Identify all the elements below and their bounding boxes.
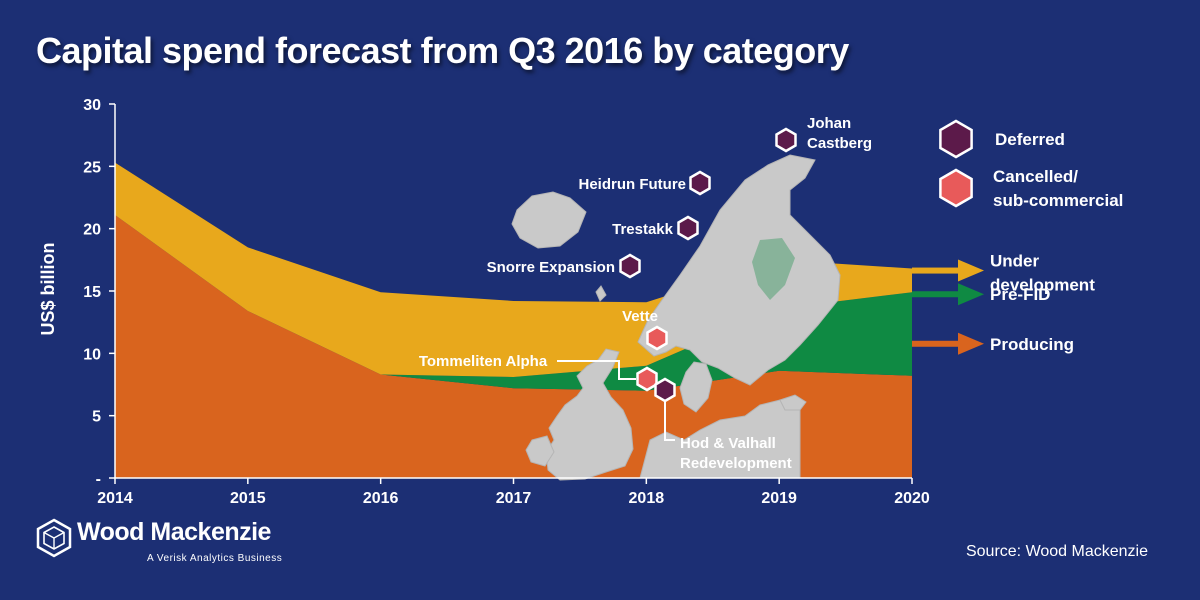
project-label: Tommeliten Alpha xyxy=(419,353,548,370)
x-tick-label: 2017 xyxy=(496,490,532,507)
hexagon-cancelled-icon xyxy=(646,325,668,351)
axes-layer: - 5 10 15 20 25 30 2014 2015 2016 2017 2018 2019 2020… xyxy=(38,97,930,507)
map-iceland xyxy=(511,191,587,249)
project-label-line: Redevelopment xyxy=(680,455,792,472)
project-label-line: Heidrun Future xyxy=(579,176,687,193)
series-label: Pre-FID xyxy=(990,285,1050,304)
x-tick-label: 2014 xyxy=(97,490,133,507)
x-tick-label: 2020 xyxy=(894,490,930,507)
x-tick-label: 2019 xyxy=(761,490,797,507)
brand-name: Wood Mackenzie xyxy=(77,518,271,546)
project-label-line: Johan xyxy=(807,115,851,132)
source-note: Source: Wood Mackenzie xyxy=(965,543,1148,560)
map-great-britain xyxy=(545,348,634,481)
series-arrow-head xyxy=(958,332,984,355)
hexagon-deferred-icon xyxy=(654,377,676,403)
map-ireland xyxy=(525,435,555,467)
y-tick-label: 25 xyxy=(83,159,101,176)
project-label-line: Tommeliten Alpha xyxy=(419,353,548,370)
project-marker-layer: Johan Castberg Heidrun Future Trestakk Snorr… xyxy=(419,115,872,472)
project-label: Snorre Expansion xyxy=(487,259,615,276)
project-label-line: Castberg xyxy=(807,135,872,152)
y-tick-label: 5 xyxy=(92,409,101,426)
series-label-line: Pre-FID xyxy=(990,285,1050,304)
map-baltic-island xyxy=(779,394,807,411)
series-arrow-head xyxy=(958,259,984,282)
y-tick-label: 20 xyxy=(83,222,101,239)
series-arrow-shaft xyxy=(912,291,960,298)
x-tick-label: 2018 xyxy=(629,490,665,507)
hexagon-deferred-icon xyxy=(775,127,797,153)
y-tick-label: 10 xyxy=(83,346,101,363)
y-tick-label: - xyxy=(96,471,101,488)
series-label-line: Under xyxy=(990,252,1040,271)
project-label: Vette xyxy=(622,308,658,325)
hexagon-deferred-icon xyxy=(939,119,973,159)
map-denmark xyxy=(679,361,713,413)
project-label-line: Vette xyxy=(622,308,658,325)
x-tick-label: 2015 xyxy=(230,490,266,507)
hexagon-deferred-icon xyxy=(689,170,711,196)
legend-label-cancelled: Cancelled/sub-commercial xyxy=(993,167,1123,210)
y-axis-title: US$ billion xyxy=(38,242,58,335)
tommeliten-leader-line xyxy=(557,360,636,380)
map-faroe-islands xyxy=(595,285,607,302)
legend-label-cancelled-line: Cancelled/ xyxy=(993,167,1078,186)
legend-label-deferred: Deferred xyxy=(995,130,1065,149)
x-tick-label: 2016 xyxy=(363,490,399,507)
project-label: Heidrun Future xyxy=(579,176,687,193)
project-label-line: Hod & Valhall xyxy=(680,435,776,452)
area-producing xyxy=(115,214,912,478)
north-sea-map xyxy=(511,154,841,481)
hexagon-cancelled-icon xyxy=(939,168,973,208)
project-label: Johan Castberg xyxy=(807,115,872,152)
hexagon-deferred-icon xyxy=(677,215,699,241)
y-tick-label: 15 xyxy=(83,284,101,301)
series-arrow-shaft xyxy=(912,267,960,274)
series-label: Producing xyxy=(990,335,1074,354)
series-arrow-shaft xyxy=(912,340,960,347)
series-arrow-head xyxy=(958,283,984,306)
hod-valhall-leader-line xyxy=(664,402,675,441)
hexagon-cube-logo-icon xyxy=(36,518,72,558)
series-label-line: development xyxy=(990,276,1095,295)
legend: Deferred Cancelled/sub-commercial xyxy=(939,119,1123,210)
legend-label-cancelled-line: sub-commercial xyxy=(993,191,1123,210)
hexagon-cancelled-icon xyxy=(636,366,658,392)
hexagon-deferred-icon xyxy=(619,253,641,279)
chart-title: Capital spend forecast from Q3 2016 by c… xyxy=(36,30,849,71)
project-label: Trestakk xyxy=(612,221,674,238)
project-label-line: Trestakk xyxy=(612,221,674,238)
map-continental-europe xyxy=(639,399,801,479)
wood-mackenzie-logo: Wood Mackenzie A Verisk Analytics Busine… xyxy=(35,518,282,564)
brand-tagline: A Verisk Analytics Business xyxy=(147,553,283,564)
map-gulf-of-bothnia xyxy=(752,238,795,300)
map-scandinavia xyxy=(637,154,841,386)
project-label-line: Snorre Expansion xyxy=(487,259,615,276)
project-label: Hod & Valhall Redevelopment xyxy=(680,435,792,472)
series-label-line: Producing xyxy=(990,335,1074,354)
y-tick-label: 30 xyxy=(83,97,101,114)
series-label: Under development xyxy=(990,252,1095,295)
